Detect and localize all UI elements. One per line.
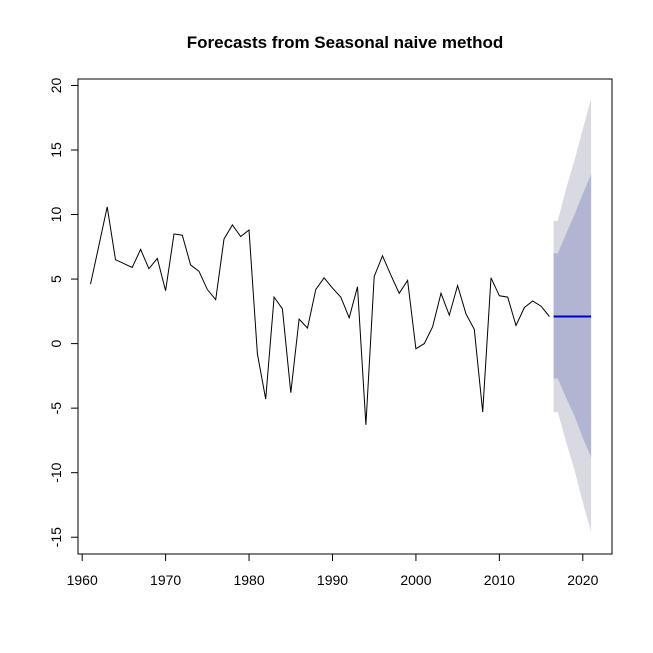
x-tick-label: 2020 xyxy=(567,572,598,588)
y-axis: -15 -10 -5 0 5 10 15 20 xyxy=(48,77,79,547)
y-tick-label: -10 xyxy=(48,462,64,482)
plot-frame xyxy=(77,78,613,555)
x-tick-label: 1970 xyxy=(150,572,181,588)
y-tick-label: 5 xyxy=(48,275,64,283)
x-tick-label: 2000 xyxy=(400,572,431,588)
y-tick-label: -15 xyxy=(48,527,64,547)
y-tick-label: -5 xyxy=(48,402,64,415)
chart-title: Forecasts from Seasonal naive method xyxy=(187,33,504,52)
series-lines xyxy=(90,206,592,425)
x-tick-label: 2010 xyxy=(484,572,515,588)
x-axis: 1960 1970 1980 1990 2000 2010 2020 xyxy=(67,553,599,588)
y-tick-label: 0 xyxy=(48,340,64,348)
x-tick-label: 1960 xyxy=(67,572,98,588)
x-tick-label: 1990 xyxy=(317,572,348,588)
x-tick-label: 1980 xyxy=(233,572,264,588)
series-line-observed xyxy=(90,206,550,425)
y-tick-label: 10 xyxy=(48,207,64,223)
y-tick-label: 20 xyxy=(48,77,64,93)
y-tick-label: 15 xyxy=(48,142,64,158)
forecast-intervals xyxy=(553,98,592,533)
